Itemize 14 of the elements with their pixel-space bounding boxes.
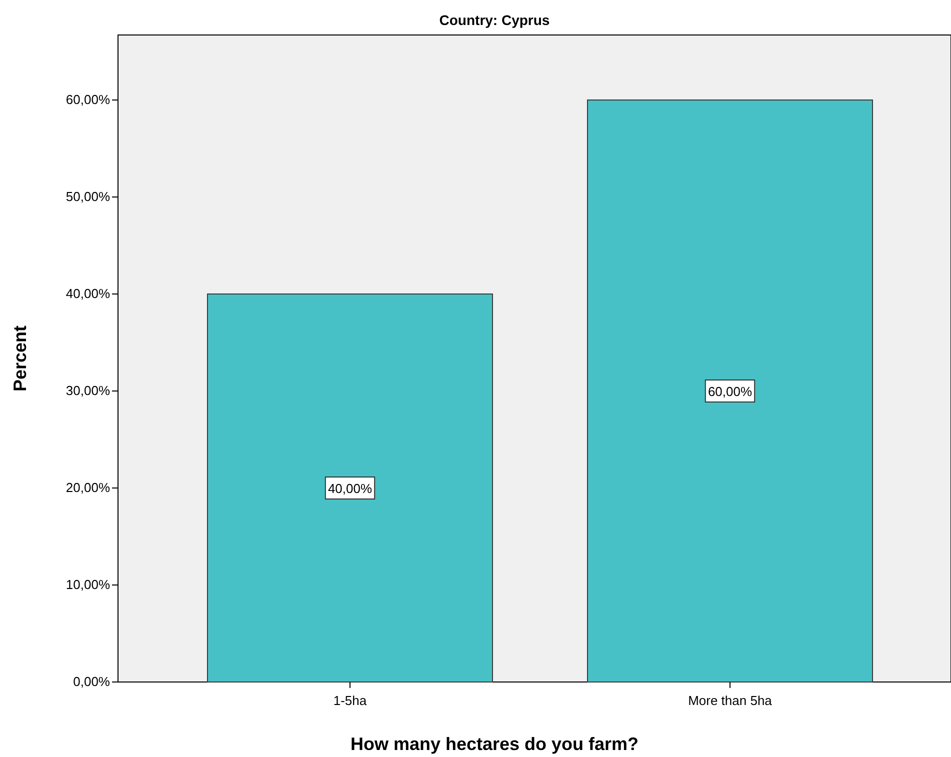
y-tick-label: 60,00% [66, 92, 110, 107]
chart-title: Country: Cyprus [439, 12, 550, 28]
y-tick-label: 40,00% [66, 286, 110, 301]
y-tick-label: 0,00% [73, 674, 110, 689]
x-tick-label: 1-5ha [333, 693, 368, 708]
y-tick-label: 30,00% [66, 382, 110, 398]
data-label: 60,00% [708, 384, 752, 399]
x-tick-label: More than 5ha [688, 693, 773, 708]
y-tick-label: 10,00% [66, 577, 110, 592]
x-axis-title: How many hectares do you farm? [350, 734, 639, 754]
data-label: 40,00% [328, 480, 372, 496]
y-tick-label: 50,00% [66, 188, 110, 204]
y-axis-title: Percent [10, 325, 30, 392]
y-tick-label: 20,00% [66, 480, 110, 495]
